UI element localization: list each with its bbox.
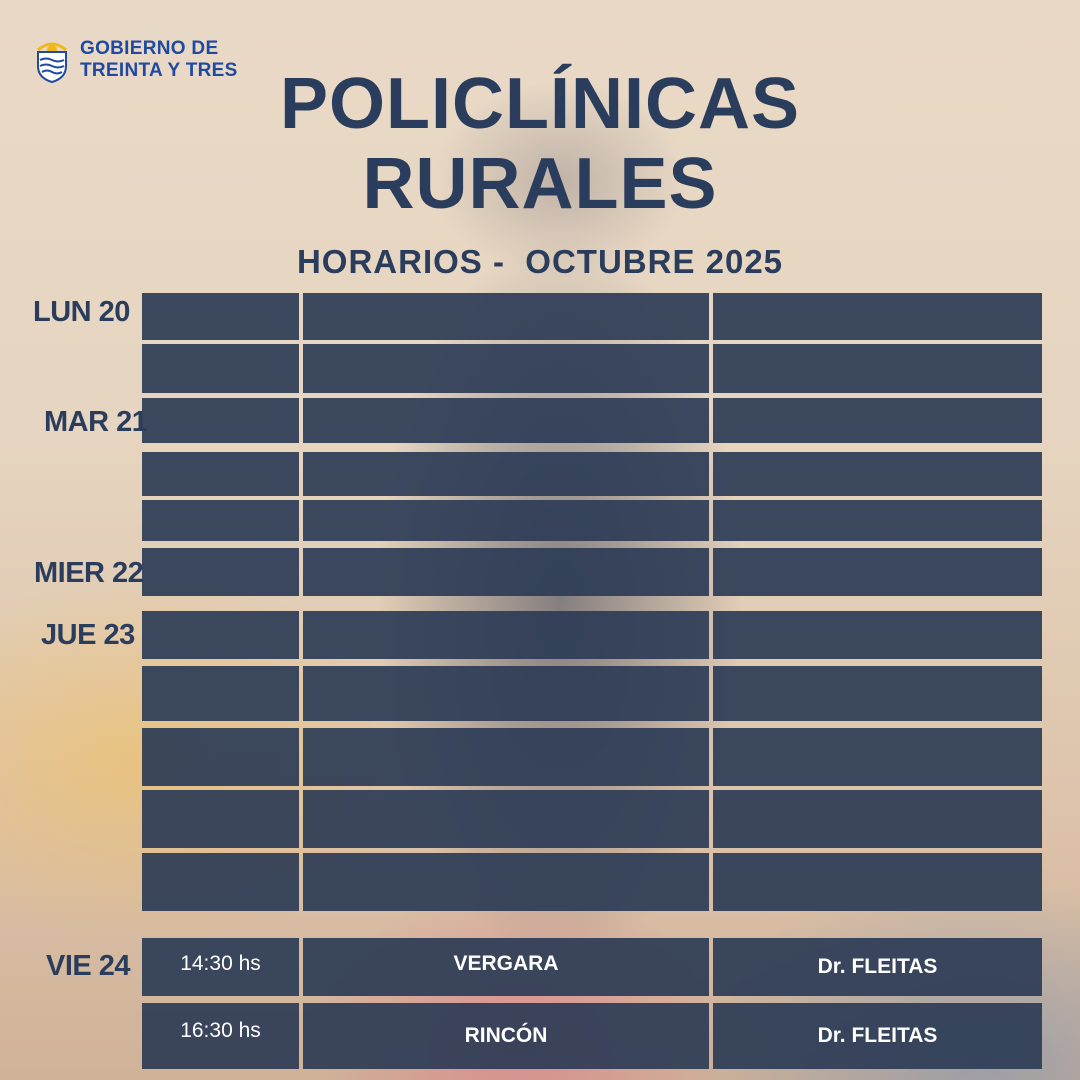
table-row xyxy=(142,452,1042,496)
doctor-cell xyxy=(713,611,1042,659)
place-cell xyxy=(303,853,709,911)
page-title: POLICLÍNICAS RURALES xyxy=(0,64,1080,224)
place-cell xyxy=(303,344,709,393)
table-row: 14:30 hs VERGARA Dr. FLEITAS xyxy=(142,938,1042,996)
doctor-cell xyxy=(713,500,1042,541)
doctor-cell xyxy=(713,293,1042,340)
place-cell xyxy=(303,548,709,596)
day-label-mar: MAR 21 xyxy=(44,406,148,438)
place-cell: RINCÓN xyxy=(303,1003,709,1069)
table-row xyxy=(142,548,1042,596)
table-row xyxy=(142,398,1042,443)
doctor-cell xyxy=(713,728,1042,786)
table-row xyxy=(142,611,1042,659)
time-cell xyxy=(142,344,299,393)
time-cell xyxy=(142,728,299,786)
place-cell xyxy=(303,293,709,340)
time-cell: 14:30 hs xyxy=(142,938,299,996)
doctor-cell: Dr. FLEITAS xyxy=(713,1003,1042,1069)
time-cell xyxy=(142,611,299,659)
doctor-cell xyxy=(713,853,1042,911)
time-cell xyxy=(142,790,299,848)
doctor-cell xyxy=(713,398,1042,443)
table-row xyxy=(142,728,1042,786)
day-label-lun: LUN 20 xyxy=(33,296,130,328)
doctor-cell xyxy=(713,344,1042,393)
table-row: 16:30 hs RINCÓN Dr. FLEITAS xyxy=(142,1003,1042,1069)
place-cell xyxy=(303,666,709,721)
coat-of-arms-icon xyxy=(37,42,67,84)
table-row xyxy=(142,790,1042,848)
logo-line-1: GOBIERNO DE xyxy=(80,38,219,59)
doctor-cell xyxy=(713,452,1042,496)
doctor-cell xyxy=(713,548,1042,596)
table-row xyxy=(142,293,1042,340)
time-cell xyxy=(142,452,299,496)
time-cell: 16:30 hs xyxy=(142,1003,299,1069)
time-cell xyxy=(142,500,299,541)
time-cell xyxy=(142,666,299,721)
place-cell xyxy=(303,728,709,786)
day-label-jue: JUE 23 xyxy=(41,619,135,651)
title-line-1: POLICLÍNICAS xyxy=(279,64,800,144)
place-cell xyxy=(303,611,709,659)
doctor-cell xyxy=(713,666,1042,721)
day-label-vie: VIE 24 xyxy=(46,950,131,982)
government-logo: GOBIERNO DE TREINTA Y TRES xyxy=(32,36,238,84)
time-cell xyxy=(142,293,299,340)
schedule-subtitle: HORARIOS - OCTUBRE 2025 xyxy=(296,243,784,280)
table-row xyxy=(142,500,1042,541)
title-line-2: RURALES xyxy=(362,144,718,224)
place-cell xyxy=(303,398,709,443)
table-row xyxy=(142,344,1042,393)
place-cell: VERGARA xyxy=(303,938,709,996)
logo-line-2: TREINTA Y TRES xyxy=(80,60,238,81)
doctor-cell: Dr. FLEITAS xyxy=(713,938,1042,996)
place-cell xyxy=(303,452,709,496)
time-cell xyxy=(142,398,299,443)
place-cell xyxy=(303,500,709,541)
time-cell xyxy=(142,548,299,596)
time-cell xyxy=(142,853,299,911)
day-label-mier: MIER 22 xyxy=(34,557,144,589)
doctor-cell xyxy=(713,790,1042,848)
place-cell xyxy=(303,790,709,848)
table-row xyxy=(142,853,1042,911)
table-row xyxy=(142,666,1042,721)
